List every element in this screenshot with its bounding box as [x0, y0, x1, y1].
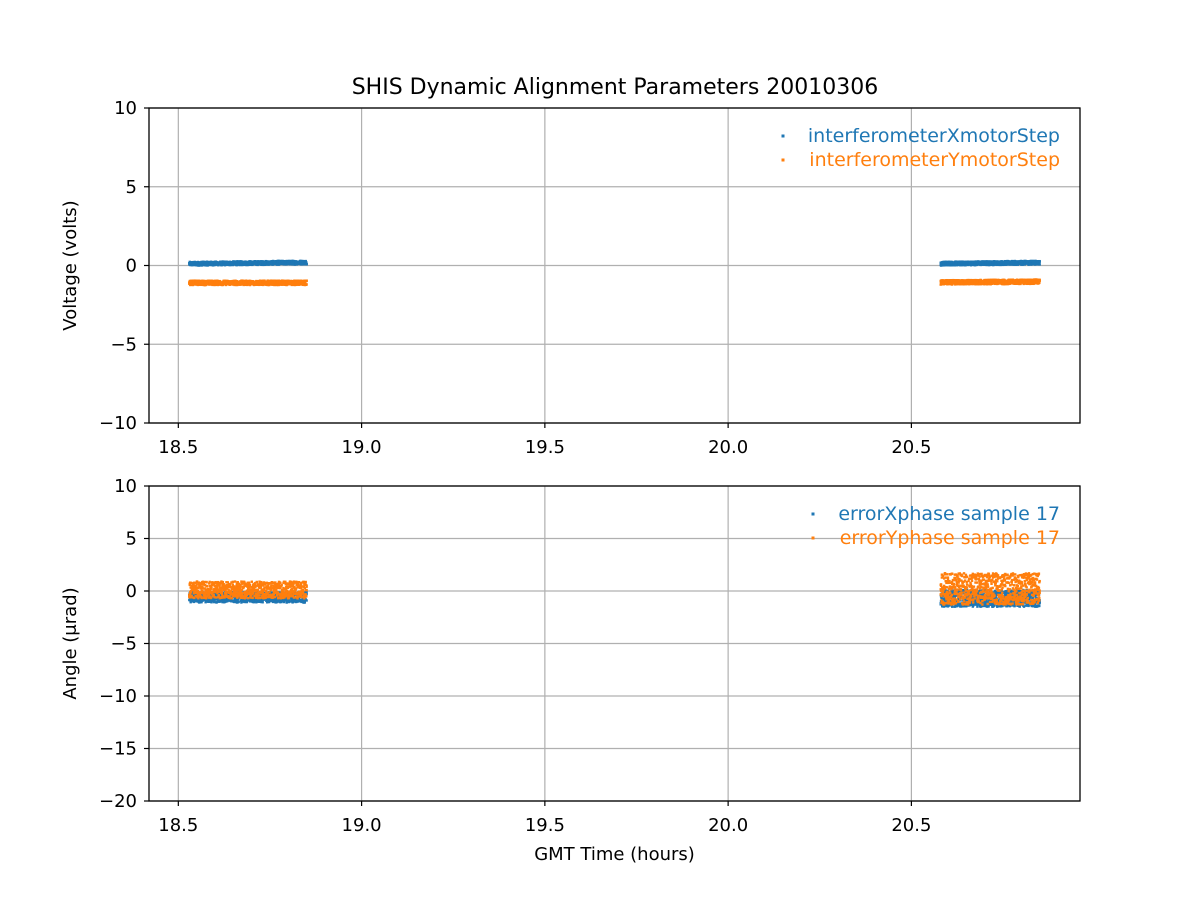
legend-marker — [782, 159, 785, 162]
data-point — [201, 587, 203, 589]
data-point — [1038, 260, 1040, 262]
data-point — [976, 605, 978, 607]
x-tick-label: 19.0 — [342, 437, 382, 458]
x-tick-label: 20.5 — [891, 437, 931, 458]
data-point — [206, 585, 208, 587]
x-tick-label: 19.5 — [525, 437, 565, 458]
data-point — [200, 595, 202, 597]
data-point — [218, 594, 220, 596]
data-point — [205, 581, 207, 583]
series-2 — [188, 278, 1041, 286]
axes-panel-1: 18.5 19.0 19.5 20.0 20.5 −10 −5 0 5 10 Voltage (vo… — [60, 98, 1080, 458]
y-tick-label: 10 — [114, 98, 137, 119]
data-point — [237, 601, 239, 603]
y-tick-label: −10 — [99, 413, 137, 434]
chart-title: SHIS Dynamic Alignment Parameters 200103… — [352, 75, 879, 100]
data-point — [1038, 605, 1040, 607]
legend-marker — [782, 135, 785, 138]
y-tick-label: −5 — [110, 334, 137, 355]
data-point — [951, 606, 953, 608]
x-tick-label: 20.0 — [708, 437, 748, 458]
data-point — [222, 581, 224, 583]
y-axis-label: Voltage (volts) — [60, 200, 81, 330]
data-point — [1038, 279, 1040, 281]
data-point — [987, 605, 989, 607]
y-tick-label: 5 — [126, 177, 137, 198]
data-point — [218, 585, 220, 587]
data-point — [217, 591, 219, 593]
data-point — [208, 581, 210, 583]
y-tick-label: 0 — [126, 256, 137, 277]
data-point — [1019, 605, 1021, 607]
data-point — [1038, 263, 1040, 265]
legend-entry: interferometerXmotorStep — [808, 125, 1060, 147]
data-point — [305, 599, 307, 601]
series-1 — [188, 589, 1041, 608]
data-point — [305, 283, 307, 285]
legend-entry: interferometerYmotorStep — [809, 149, 1060, 171]
x-tick-label: 18.5 — [158, 437, 198, 458]
data-point — [210, 586, 212, 588]
series-2 — [188, 572, 1041, 606]
data-point — [261, 601, 263, 603]
data-point — [305, 279, 307, 281]
legend: interferometerXmotorStepinterferometerYm… — [782, 125, 1061, 171]
data-point — [305, 263, 307, 265]
